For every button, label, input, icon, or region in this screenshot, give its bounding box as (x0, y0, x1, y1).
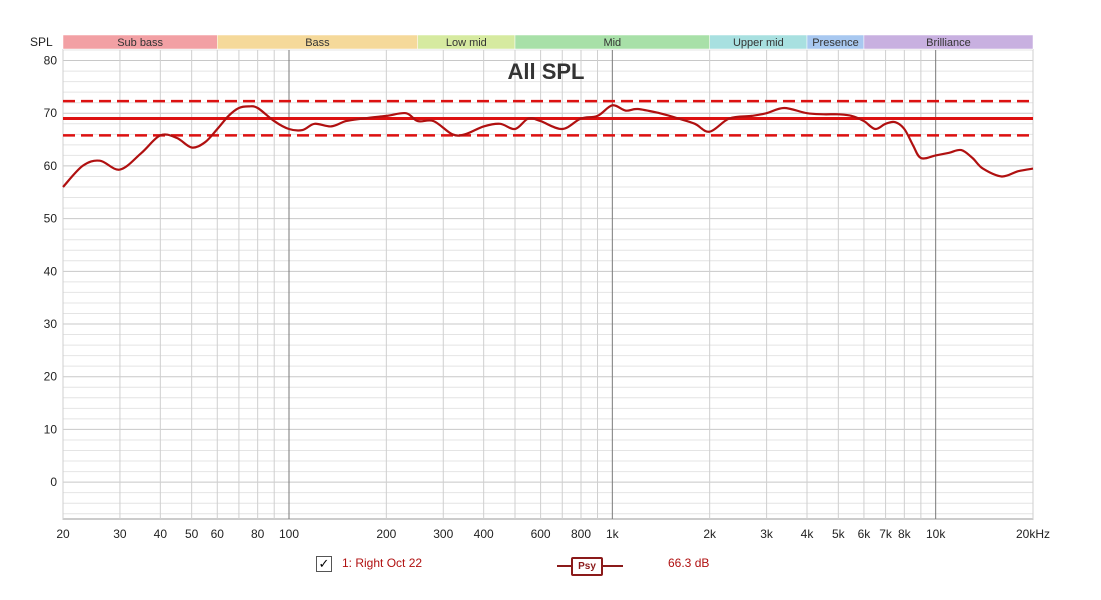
chart-title: All SPL (507, 59, 584, 84)
psy-label: Psy (571, 557, 603, 576)
y-tick-label: 40 (44, 264, 58, 278)
y-tick-label: 0 (50, 475, 57, 489)
band-label: Mid (603, 37, 621, 49)
y-tick-label: 30 (44, 317, 58, 331)
band-label: Bass (305, 37, 330, 49)
band-label: Upper mid (733, 37, 784, 49)
x-tick-label: 7k (879, 527, 893, 541)
band-brilliance (863, 34, 1034, 50)
x-tick-label: 8k (898, 527, 912, 541)
x-tick-label: 6k (858, 527, 872, 541)
y-tick-label: 70 (44, 106, 58, 120)
y-tick-label: 50 (44, 212, 58, 226)
x-tick-label: 800 (571, 527, 591, 541)
x-tick-label: 30 (113, 527, 127, 541)
x-tick-label: 400 (474, 527, 494, 541)
x-tick-label: 600 (531, 527, 551, 541)
band-label: Brilliance (926, 37, 971, 49)
x-tick-label: 80 (251, 527, 265, 541)
x-tick-label: 200 (376, 527, 396, 541)
x-tick-label: 300 (433, 527, 453, 541)
x-tick-label: 4k (801, 527, 815, 541)
psy-smoothing-indicator[interactable]: Psy (557, 557, 623, 576)
x-tick-label: 60 (211, 527, 225, 541)
y-tick-label: 10 (44, 422, 58, 436)
band-label: Presence (812, 37, 858, 49)
band-label: Low mid (446, 37, 487, 49)
y-tick-label: 80 (44, 54, 58, 68)
y-axis-label: SPL (30, 35, 53, 49)
x-tick-label: 40 (154, 527, 168, 541)
x-tick-label: 50 (185, 527, 199, 541)
x-tick-label: 100 (279, 527, 299, 541)
x-tick-label: 10k (926, 527, 946, 541)
x-tick-label: 20 (56, 527, 70, 541)
y-tick-label: 20 (44, 370, 58, 384)
x-tick-label: 3k (760, 527, 774, 541)
x-tick-label: 5k (832, 527, 846, 541)
band-label: Sub bass (117, 37, 163, 49)
plot-area (62, 49, 1034, 520)
series-legend-label: 1: Right Oct 22 (342, 556, 423, 570)
x-tick-label: 1k (606, 527, 620, 541)
series-line (62, 104, 1034, 188)
series-visibility-checkbox[interactable]: ✓ (316, 556, 332, 572)
y-tick-label: 60 (44, 159, 58, 173)
x-tick-label: 20kHz (1016, 527, 1050, 541)
average-level-readout: 66.3 dB (668, 556, 710, 570)
x-tick-label: 2k (703, 527, 717, 541)
